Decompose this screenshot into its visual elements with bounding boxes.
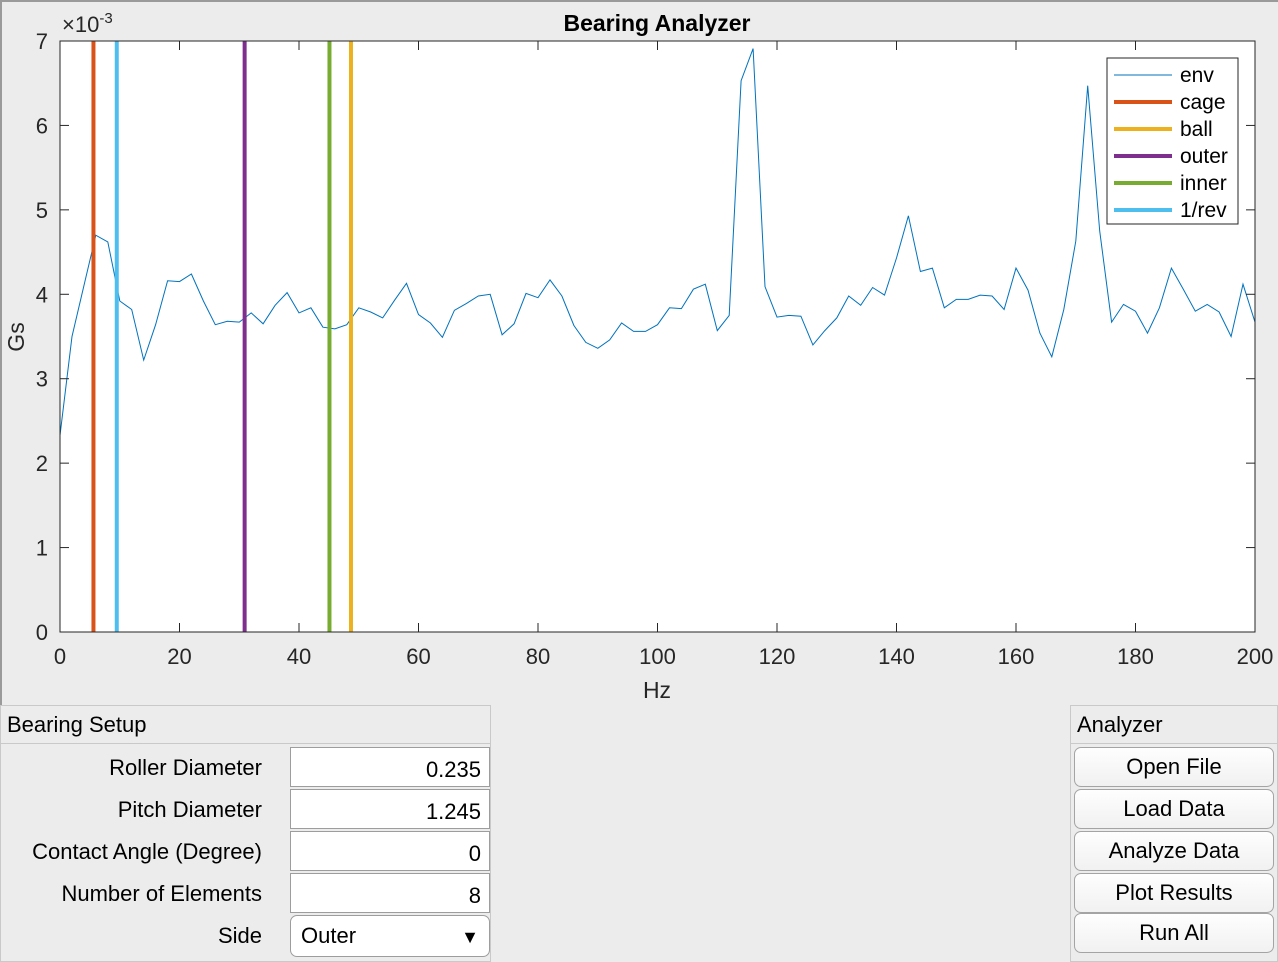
x-tick-label: 160 [998,644,1035,669]
window-left-border [0,0,2,962]
legend-label: inner [1180,172,1227,195]
roller-diameter-label: Roller Diameter [109,755,262,780]
x-tick-label: 0 [54,644,66,669]
legend[interactable]: env cage ball outer inner 1/rev [1106,57,1239,225]
analyzer-title: Analyzer [1077,712,1163,737]
y-tick-label: 7 [36,29,48,54]
y-tick-label: 4 [36,282,48,307]
series-line-env [59,48,1256,436]
x-tick-label: 140 [878,644,915,669]
plot-area [60,41,1255,632]
x-tick-label: 200 [1237,644,1274,669]
panel-title-divider [1,743,490,744]
panel-title-divider [1071,743,1277,744]
open-file-button[interactable]: Open File [1074,747,1274,787]
pitch-diameter-input[interactable] [290,789,490,829]
x-tick-label: 60 [406,644,430,669]
y-tick-label: 2 [36,451,48,476]
roller-diameter-input[interactable] [290,747,490,787]
legend-label: 1/rev [1180,199,1227,222]
legend-label: cage [1180,91,1226,114]
number-of-elements-input[interactable] [290,873,490,913]
legend-label: ball [1180,118,1213,141]
x-tick-label: 20 [167,644,191,669]
x-tick-label: 40 [287,644,311,669]
contact-angle-input[interactable] [290,831,490,871]
x-tick-label: 80 [526,644,550,669]
x-tick-label: 120 [759,644,796,669]
run-all-button[interactable]: Run All [1074,913,1274,953]
bearing-plot: 0 20 40 60 80 100 120 140 160 180 200 0 1 2 3 4 5 6 7 Bea… [3,10,1274,703]
contact-angle-label: Contact Angle (Degree) [32,839,262,864]
chevron-down-icon: ▼ [461,927,479,947]
chart-title: Bearing Analyzer [563,10,750,36]
legend-label: env [1180,64,1214,87]
number-of-elements-label: Number of Elements [61,881,262,906]
x-axis-label: Hz [643,677,671,703]
x-tick-label: 100 [639,644,676,669]
y-exponent-label: ×10-3 [62,10,113,37]
load-data-button[interactable]: Load Data [1074,789,1274,829]
y-tick-label: 5 [36,198,48,223]
y-tick-label: 0 [36,620,48,645]
y-axis-label: Gs [3,322,29,351]
y-tick-label: 3 [36,367,48,392]
bearing-setup-title: Bearing Setup [7,712,147,737]
plot-results-button[interactable]: Plot Results [1074,873,1274,913]
legend-label: outer [1180,145,1228,168]
analyze-data-button[interactable]: Analyze Data [1074,831,1274,871]
pitch-diameter-label: Pitch Diameter [117,797,262,822]
side-dropdown[interactable]: Outer ▼ [290,915,490,957]
window-top-border [0,0,1278,2]
x-tick-label: 180 [1117,644,1154,669]
y-tick-label: 6 [36,113,48,138]
side-dropdown-value: Outer [301,923,357,948]
side-label: Side [217,923,262,948]
y-tick-label: 1 [36,536,48,561]
